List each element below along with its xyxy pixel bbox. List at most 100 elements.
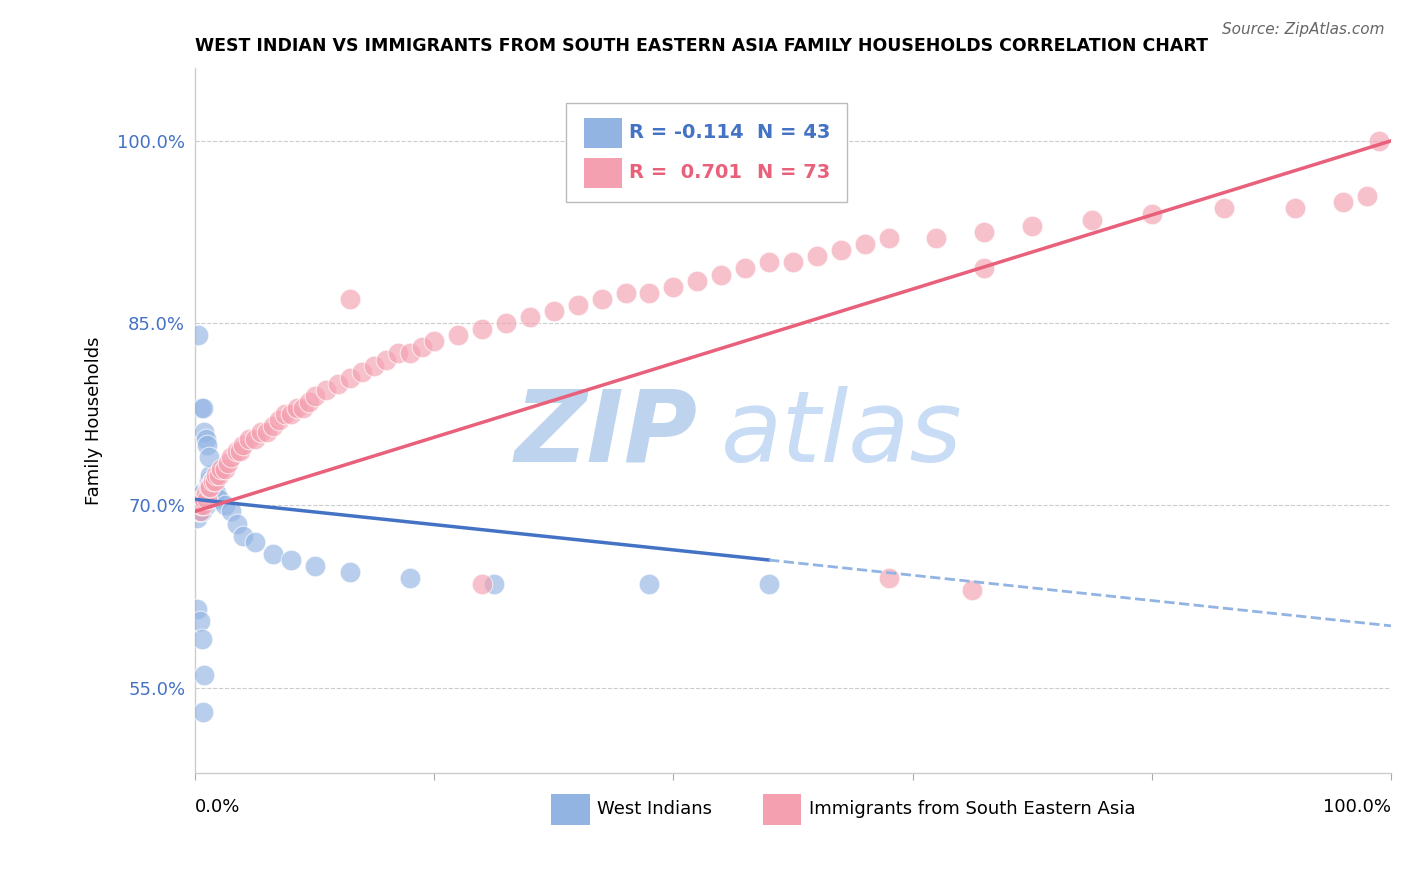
Point [243,432,266,446]
Point [399,571,422,585]
Point [201,474,224,488]
Point [201,474,224,488]
Point [1284,201,1306,215]
Point [273,407,295,421]
Point [375,352,398,367]
Point [190,504,212,518]
Point [328,376,350,391]
Point [200,480,222,494]
Point [1212,201,1234,215]
Point [238,432,260,446]
Point [471,577,494,591]
Point [543,304,565,318]
Point [193,668,215,682]
Point [495,316,517,330]
Point [188,504,211,518]
Text: WEST INDIAN VS IMMIGRANTS FROM SOUTH EASTERN ASIA FAMILY HOUSEHOLDS CORRELATION : WEST INDIAN VS IMMIGRANTS FROM SOUTH EAS… [195,37,1208,55]
Point [686,274,709,288]
Point [304,559,326,574]
Point [193,425,215,440]
Point [297,395,319,409]
Text: West Indians: West Indians [596,800,711,818]
Point [188,504,211,518]
Point [363,359,385,373]
Point [191,504,214,518]
Point [190,492,212,507]
Point [962,583,984,598]
Point [194,432,217,446]
Point [877,571,900,585]
Point [217,456,239,470]
Point [262,547,284,561]
Point [232,437,254,451]
Point [423,334,446,349]
Point [205,467,228,482]
Point [208,492,231,507]
Point [198,474,221,488]
Point [758,577,780,591]
Point [280,407,302,421]
Point [447,328,470,343]
Point [202,480,225,494]
Point [187,504,209,518]
Point [262,419,284,434]
Text: 100.0%: 100.0% [1323,797,1391,815]
Point [411,340,433,354]
Point [1368,134,1391,148]
Point [190,499,212,513]
Text: Source: ZipAtlas.com: Source: ZipAtlas.com [1222,22,1385,37]
Point [352,365,374,379]
Point [315,383,337,397]
Point [194,499,217,513]
Point [197,480,219,494]
Point [1355,188,1378,202]
Point [193,499,215,513]
Point [200,467,222,482]
Point [830,244,852,258]
Point [195,492,218,507]
Point [193,486,215,500]
Point [267,413,290,427]
Text: N = 73: N = 73 [756,163,831,183]
Point [186,510,208,524]
Point [190,486,212,500]
Point [193,499,215,513]
Point [1021,219,1043,233]
Point [734,261,756,276]
Point [193,492,215,507]
FancyBboxPatch shape [583,118,621,147]
Point [186,601,208,615]
Point [195,437,218,451]
Point [285,401,308,416]
Point [193,499,215,513]
Point [214,462,236,476]
Point [225,443,247,458]
Point [614,285,637,300]
Point [482,577,505,591]
Point [193,492,215,507]
Point [662,279,685,293]
Text: R =  0.701: R = 0.701 [628,163,742,183]
Point [193,705,215,719]
FancyBboxPatch shape [551,794,589,825]
FancyBboxPatch shape [565,103,846,202]
Point [877,231,900,245]
Point [249,425,271,440]
Point [638,285,661,300]
Point [209,462,232,476]
Point [208,467,231,482]
Point [1331,194,1354,209]
Point [853,237,876,252]
Point [193,401,215,416]
Point [219,504,242,518]
Point [191,492,214,507]
Point [782,255,804,269]
Point [188,614,211,628]
Point [201,474,224,488]
Point [214,499,236,513]
Point [256,425,278,440]
Point [188,492,211,507]
Point [591,292,613,306]
Point [232,529,254,543]
Point [190,401,212,416]
